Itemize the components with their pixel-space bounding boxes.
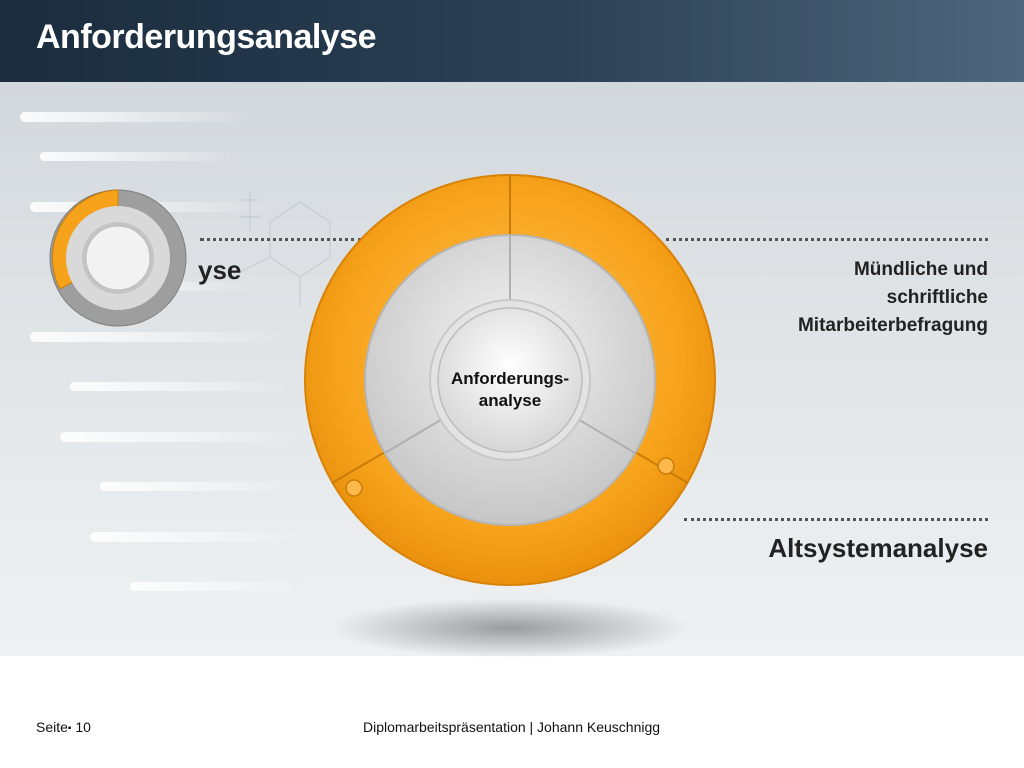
center-label: Anforderungs- analyse — [420, 368, 600, 412]
slide-header: Anforderungsanalyse — [0, 0, 1024, 82]
slide-title: Anforderungsanalyse — [36, 18, 377, 56]
label-interview: Mündliche und schriftliche Mitarbeiterbe… — [700, 256, 988, 340]
center-label-line2: analyse — [478, 391, 542, 410]
footer-page-indicator: Seite▪ 10 — [36, 719, 91, 735]
dotted-line-left — [200, 238, 362, 241]
dotted-line-right-bottom — [684, 518, 988, 521]
footer-page-label: Seite — [36, 719, 68, 735]
dotted-line-right-top — [666, 238, 988, 241]
label-altsystem: Altsystemanalyse — [768, 533, 988, 563]
small-ring-diagram — [49, 189, 187, 327]
bullet-icon: ▪ — [67, 722, 72, 734]
dna-background-graphic — [20, 112, 331, 591]
footer-presentation-title: Diplomarbeitspräsentation | Johann Keusc… — [363, 719, 661, 735]
center-label-line1: Anforderungs- — [450, 369, 570, 388]
label-interview-line2: schriftliche — [886, 287, 988, 308]
footer-page-number: 10 — [75, 719, 91, 735]
label-interview-line1: Mündliche und — [853, 259, 988, 280]
main-ring-diagram — [304, 174, 716, 658]
label-interview-line3: Mitarbeiterbefragung — [797, 315, 988, 336]
label-left-partial: yse — [198, 255, 242, 285]
